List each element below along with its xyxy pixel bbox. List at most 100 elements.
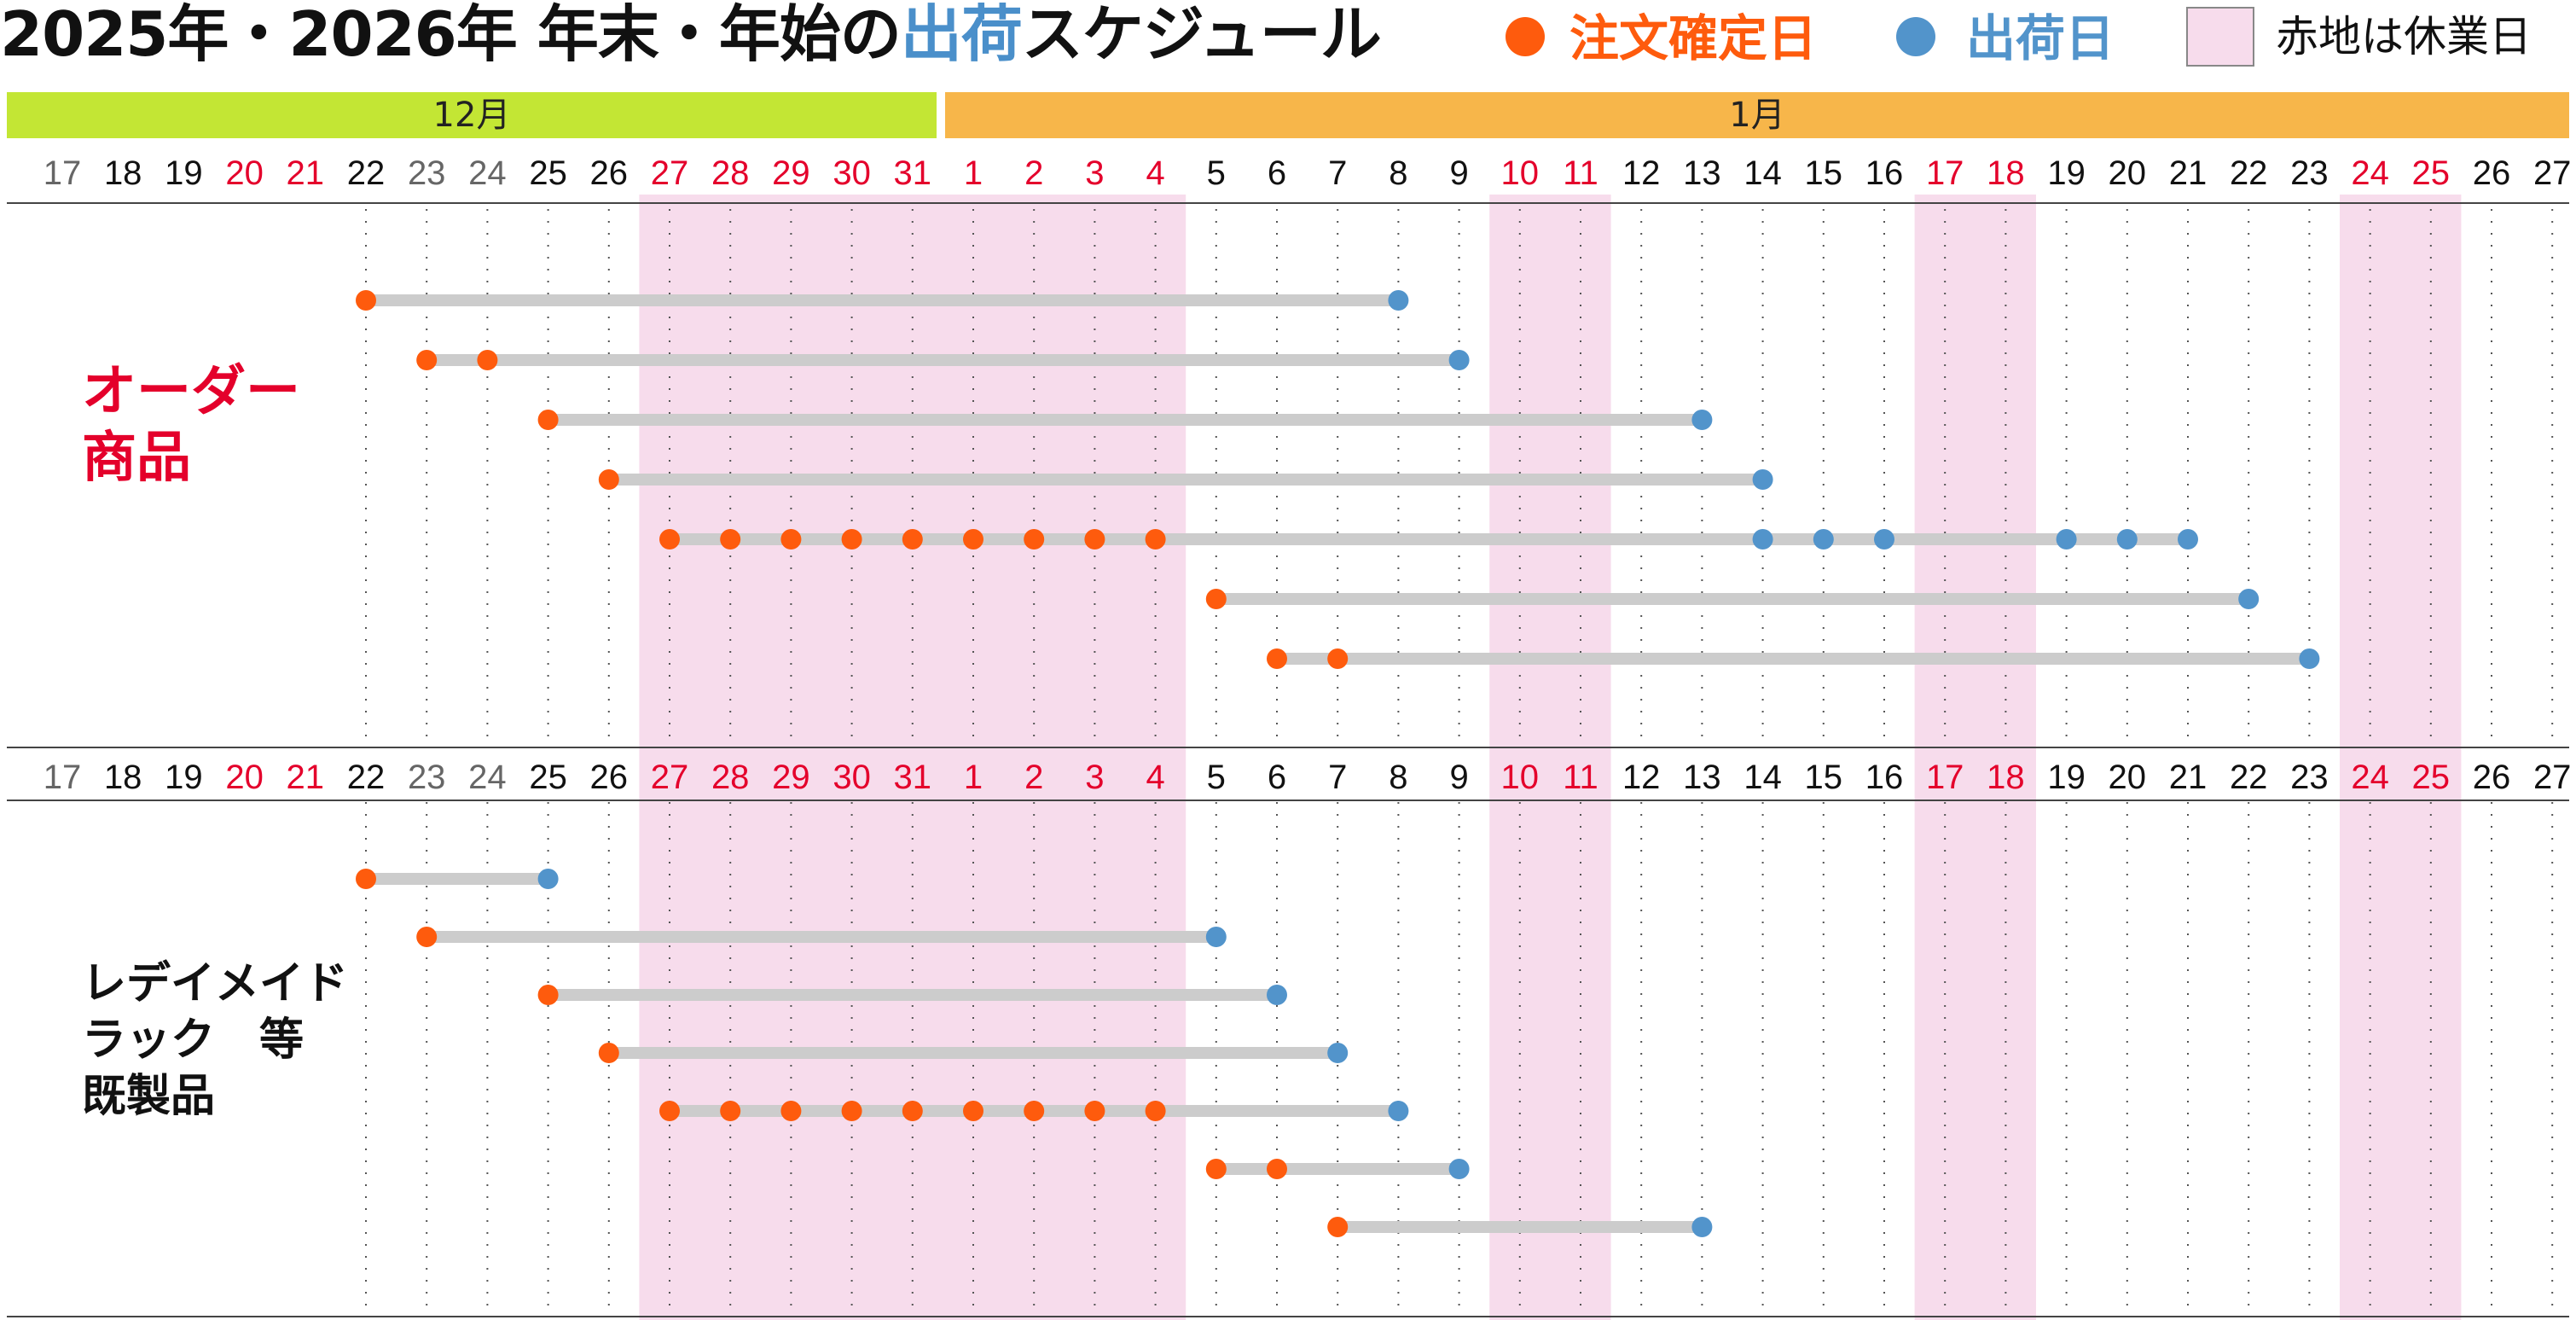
section-label-readymade-line-1: レデイメイド xyxy=(82,958,349,1009)
order-date-dot xyxy=(720,529,741,550)
order-date-legend-label: 注文確定日 xyxy=(1569,9,1818,67)
day-label: 7 xyxy=(1328,154,1347,192)
order-date-legend-icon xyxy=(1506,17,1545,56)
day-label: 7 xyxy=(1328,759,1347,796)
day-label: 27 xyxy=(2533,759,2572,796)
day-label: 23 xyxy=(2290,759,2329,796)
day-label: 6 xyxy=(1268,154,1286,192)
title-text-highlight: 出荷 xyxy=(900,0,1023,70)
day-label: 19 xyxy=(165,154,203,192)
day-label: 24 xyxy=(468,759,507,796)
ship-date-legend-icon xyxy=(1896,17,1935,56)
order-date-dot xyxy=(659,529,680,550)
day-label: 31 xyxy=(894,154,932,192)
section-label-readymade: レデイメイド ラック 等 既製品 xyxy=(82,956,348,1125)
holiday-legend-swatch xyxy=(2186,7,2254,67)
day-label: 4 xyxy=(1146,154,1164,192)
day-label: 30 xyxy=(833,759,871,796)
order-date-dot xyxy=(1145,529,1166,550)
ship-date-dot xyxy=(2299,648,2320,669)
order-date-dot xyxy=(356,869,376,889)
section-label-order-line-1: オーダー xyxy=(82,360,300,423)
day-label: 24 xyxy=(2351,759,2389,796)
holiday-band xyxy=(2340,195,2462,1320)
month-label-january: 1月 xyxy=(1729,96,1785,135)
day-label: 20 xyxy=(2109,759,2147,796)
ship-date-dot xyxy=(1874,529,1894,550)
day-label: 24 xyxy=(468,154,507,192)
day-label: 20 xyxy=(2109,154,2147,192)
day-label: 5 xyxy=(1207,154,1226,192)
day-label: 9 xyxy=(1449,154,1468,192)
day-label: 15 xyxy=(1805,154,1843,192)
section-label-readymade-line-2: ラック 等 xyxy=(82,1015,305,1066)
day-label: 22 xyxy=(2230,759,2268,796)
day-label: 21 xyxy=(2169,759,2208,796)
ship-date-dot xyxy=(1813,529,1834,550)
day-label: 27 xyxy=(651,154,689,192)
day-label: 11 xyxy=(1563,154,1598,192)
order-date-dot xyxy=(1267,648,1287,669)
day-label: 17 xyxy=(1926,154,1964,192)
section-label-order: オーダー 商品 xyxy=(82,358,300,491)
day-label: 19 xyxy=(2047,154,2086,192)
order-date-dot xyxy=(1084,1101,1105,1121)
day-label: 29 xyxy=(772,759,810,796)
ship-date-dot xyxy=(1752,529,1773,550)
day-label: 8 xyxy=(1389,154,1407,192)
day-label: 22 xyxy=(347,759,386,796)
ship-date-dot xyxy=(1205,927,1227,947)
ship-date-dot xyxy=(2178,529,2198,550)
order-date-dot xyxy=(963,1101,983,1121)
order-date-dot xyxy=(1267,1159,1287,1179)
order-date-dot xyxy=(537,985,559,1005)
order-date-dot xyxy=(1084,529,1105,550)
order-date-dot xyxy=(720,1101,741,1121)
order-date-dot xyxy=(659,1101,680,1121)
day-label: 3 xyxy=(1085,759,1104,796)
order-date-dot xyxy=(598,1043,619,1063)
title-text-2: スケジュール xyxy=(1021,0,1382,70)
order-date-dot xyxy=(537,410,559,430)
day-label: 2 xyxy=(1024,154,1043,192)
day-label: 2 xyxy=(1024,759,1043,796)
section-label-order-line-2: 商品 xyxy=(82,427,191,490)
day-label: 13 xyxy=(1683,759,1721,796)
day-label: 17 xyxy=(44,759,82,796)
day-label: 30 xyxy=(833,154,871,192)
holiday-legend-label: 赤地は休業日 xyxy=(2276,12,2532,61)
order-date-dot xyxy=(963,529,983,550)
day-label: 11 xyxy=(1563,759,1598,796)
order-date-dot xyxy=(416,350,438,370)
day-label: 19 xyxy=(2047,759,2086,796)
day-label: 15 xyxy=(1805,759,1843,796)
order-date-dot xyxy=(598,469,619,490)
order-date-dot xyxy=(1205,1159,1227,1179)
ship-date-dot xyxy=(1448,350,1470,370)
ship-date-dot xyxy=(1448,1159,1470,1179)
day-label: 28 xyxy=(711,759,750,796)
day-label: 18 xyxy=(104,759,142,796)
day-label: 26 xyxy=(590,154,629,192)
order-date-dot xyxy=(841,529,862,550)
day-label: 4 xyxy=(1146,759,1164,796)
day-label: 6 xyxy=(1268,759,1286,796)
day-label: 23 xyxy=(408,154,446,192)
day-label: 31 xyxy=(894,759,932,796)
day-label: 17 xyxy=(1926,759,1964,796)
order-date-dot xyxy=(416,927,438,947)
day-label: 13 xyxy=(1683,154,1721,192)
day-label: 18 xyxy=(104,154,142,192)
order-date-dot xyxy=(1024,1101,1045,1121)
ship-date-dot xyxy=(537,869,559,889)
order-date-dot xyxy=(1205,589,1227,609)
month-bar-december: 12月 xyxy=(7,92,937,138)
day-label: 26 xyxy=(2473,154,2511,192)
day-label: 26 xyxy=(2473,759,2511,796)
section-label-readymade-line-3: 既製品 xyxy=(82,1071,216,1122)
day-label: 25 xyxy=(529,759,567,796)
order-date-dot xyxy=(477,350,498,370)
order-date-dot xyxy=(902,1101,923,1121)
ship-date-dot xyxy=(1388,1101,1409,1121)
